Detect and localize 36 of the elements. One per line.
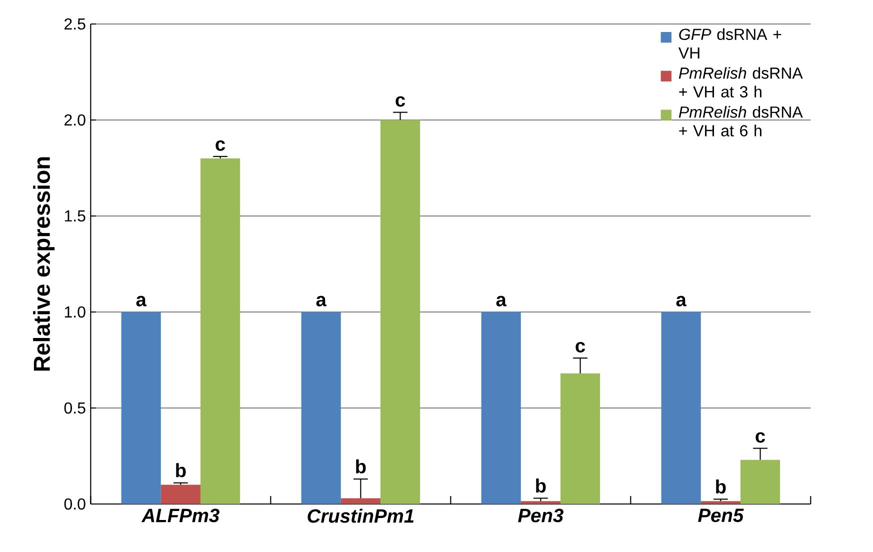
- data-label: c: [396, 96, 406, 107]
- data-label: a: [676, 296, 687, 306]
- y-tick-label: 2.0: [64, 114, 86, 126]
- x-tick-label: Pen5: [698, 508, 744, 522]
- bar: [520, 501, 560, 504]
- bar: [560, 373, 600, 504]
- data-label: c: [576, 342, 586, 352]
- data-label: a: [316, 296, 327, 306]
- y-axis-title: Relative expression: [33, 157, 55, 371]
- bar: [740, 460, 780, 504]
- bar: [700, 501, 740, 504]
- bar: [160, 484, 200, 504]
- x-tick-label: Pen3: [518, 508, 564, 522]
- data-label: b: [176, 463, 186, 478]
- x-tick-label: CrustinPm1: [308, 508, 414, 523]
- data-label: a: [496, 296, 507, 306]
- data-label: c: [216, 140, 226, 151]
- data-label: b: [356, 459, 366, 474]
- bar: [301, 312, 341, 504]
- data-label: b: [536, 478, 546, 493]
- data-label: a: [136, 296, 147, 306]
- legend-label: PmRelish dsRNA + VH at 6 h: [678, 106, 803, 136]
- bar: [340, 498, 380, 504]
- x-tick-label: ALFPm3: [141, 508, 220, 522]
- bar: [380, 120, 420, 504]
- bar: [661, 312, 701, 504]
- y-tick-label: 2.5: [64, 18, 86, 30]
- y-tick-label: 1.5: [64, 210, 86, 222]
- bar: [481, 312, 521, 504]
- data-label: c: [756, 432, 766, 443]
- y-tick-label: 1.0: [64, 306, 86, 318]
- bar: [121, 312, 161, 504]
- data-label: b: [716, 479, 726, 494]
- y-tick-label: 0.5: [64, 402, 86, 414]
- y-tick-label: 0.0: [64, 498, 86, 510]
- bar: [200, 158, 240, 504]
